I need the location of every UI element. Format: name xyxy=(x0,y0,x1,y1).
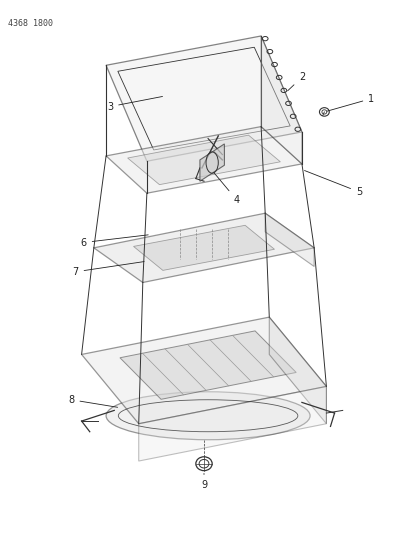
Text: 9: 9 xyxy=(201,473,207,490)
Text: 3: 3 xyxy=(107,96,162,111)
Text: 4368 1800: 4368 1800 xyxy=(8,19,53,28)
Text: 7: 7 xyxy=(72,262,144,277)
Polygon shape xyxy=(94,213,314,282)
Polygon shape xyxy=(106,36,302,161)
Polygon shape xyxy=(120,331,296,399)
Text: 5: 5 xyxy=(304,171,362,197)
Polygon shape xyxy=(106,127,302,193)
Polygon shape xyxy=(265,213,314,266)
Polygon shape xyxy=(269,317,326,424)
Polygon shape xyxy=(82,317,326,424)
Polygon shape xyxy=(133,225,275,270)
Polygon shape xyxy=(200,144,224,181)
Ellipse shape xyxy=(106,392,310,440)
Text: 4: 4 xyxy=(214,173,240,205)
Polygon shape xyxy=(139,386,326,461)
Text: 2: 2 xyxy=(288,72,305,91)
Polygon shape xyxy=(128,135,280,184)
Polygon shape xyxy=(261,36,302,164)
Text: 1: 1 xyxy=(327,94,375,111)
Text: 8: 8 xyxy=(68,395,118,407)
Text: 6: 6 xyxy=(80,235,148,247)
